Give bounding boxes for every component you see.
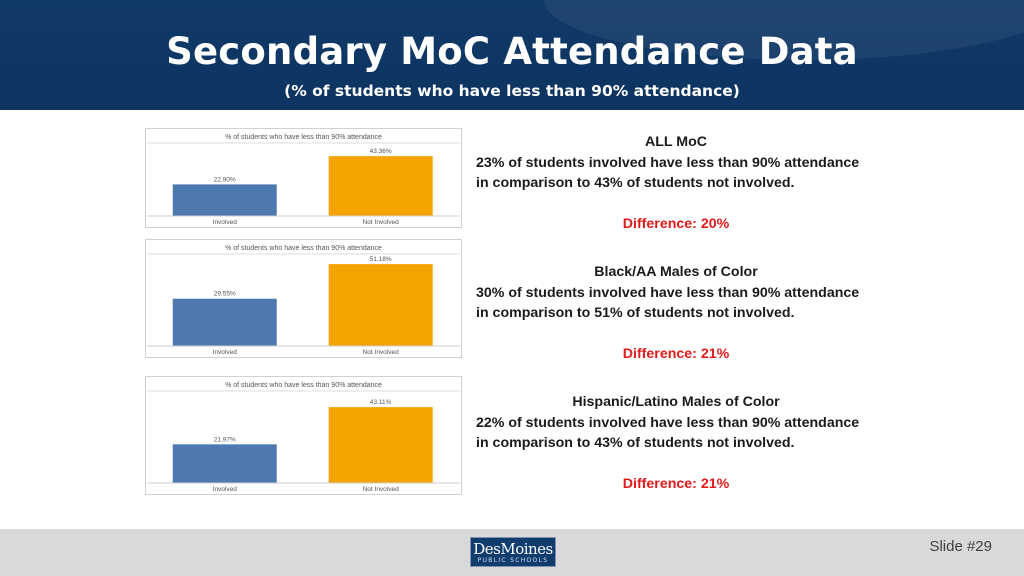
chart-title: % of students who have less than 90% att… <box>225 245 382 252</box>
slide-subtitle: (% of students who have less than 90% at… <box>284 82 740 100</box>
bar-not-involved <box>328 407 433 483</box>
difference-text: Difference: 21% <box>622 475 730 492</box>
category-label-involved: Involved <box>213 219 238 226</box>
value-label-involved: 29.55% <box>214 291 236 298</box>
summary-heading: ALL MoC <box>645 134 707 150</box>
summary-black-aa-males: Black/AA Males of Color 30% of students … <box>476 262 876 364</box>
slide-number: Slide #29 <box>929 538 992 555</box>
bar-not-involved <box>328 156 433 216</box>
chart-hispanic-latino-males: % of students who have less than 90% att… <box>145 376 462 495</box>
difference-text: Difference: 20% <box>622 215 730 232</box>
footer-bar: DesMoines PUBLIC SCHOOLS Slide #29 <box>0 529 1024 576</box>
des-moines-public-schools-logo: DesMoines PUBLIC SCHOOLS <box>470 537 556 567</box>
summary-heading: Hispanic/Latino Males of Color <box>572 394 780 410</box>
value-label-not-involved: 43.36% <box>370 148 392 155</box>
bar-involved <box>172 298 277 346</box>
slide-title: Secondary MoC Attendance Data <box>166 30 858 73</box>
category-label-not-involved: Not Involved <box>363 219 400 226</box>
value-label-not-involved: 43.11% <box>370 399 392 406</box>
summary-hispanic-latino-males: Hispanic/Latino Males of Color 22% of st… <box>476 392 876 494</box>
category-label-not-involved: Not Involved <box>363 349 400 356</box>
value-label-involved: 21.97% <box>214 436 236 443</box>
chart-all-moc: % of students who have less than 90% att… <box>145 128 462 228</box>
chart-svg-black-aa-males: % of students who have less than 90% att… <box>147 245 460 356</box>
summary-line: 23% of students involved have less than … <box>476 154 860 171</box>
summary-line: in comparison to 43% of students not inv… <box>476 175 795 191</box>
logo-wordmark: DesMoines <box>473 540 553 558</box>
summary-line: in comparison to 51% of students not inv… <box>476 305 795 321</box>
bar-involved <box>172 184 277 216</box>
difference-text: Difference: 21% <box>622 345 730 362</box>
category-label-involved: Involved <box>213 486 238 493</box>
title-banner: Secondary MoC Attendance Data (% of stud… <box>0 0 1024 110</box>
value-label-involved: 22.90% <box>214 176 236 183</box>
bar-involved <box>172 444 277 483</box>
value-label-not-involved: 51.18% <box>370 256 392 263</box>
chart-title: % of students who have less than 90% att… <box>225 134 382 141</box>
logo-subtext: PUBLIC SCHOOLS <box>477 557 549 564</box>
category-label-involved: Involved <box>213 349 238 356</box>
chart-title: % of students who have less than 90% att… <box>225 382 382 389</box>
summary-all-moc: ALL MoC 23% of students involved have le… <box>476 132 876 234</box>
bar-not-involved <box>328 264 433 346</box>
category-label-not-involved: Not Involved <box>363 486 400 493</box>
summary-line: in comparison to 43% of students not inv… <box>476 435 795 451</box>
summary-heading: Black/AA Males of Color <box>594 264 758 280</box>
chart-black-aa-males: % of students who have less than 90% att… <box>145 239 462 358</box>
chart-svg-all-moc: % of students who have less than 90% att… <box>147 134 460 226</box>
chart-svg-hispanic-latino-males: % of students who have less than 90% att… <box>147 382 460 493</box>
summary-line: 22% of students involved have less than … <box>476 414 860 431</box>
summary-line: 30% of students involved have less than … <box>476 284 860 301</box>
